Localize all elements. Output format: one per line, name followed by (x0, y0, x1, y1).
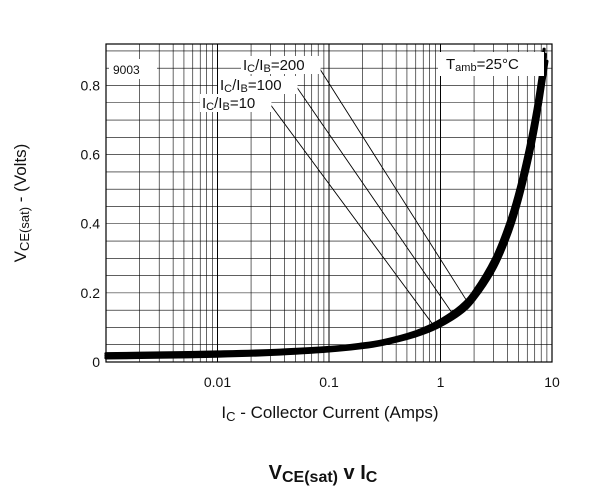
x-tick-labels: 0.01 0.1 1 10 (204, 374, 560, 390)
x-tick-label: 10 (544, 374, 560, 390)
series-leader-0 (269, 103, 436, 329)
chart-id: 9003 (113, 63, 140, 77)
x-tick-label: 0.01 (204, 374, 231, 390)
grid (105, 44, 553, 363)
y-axis-title: VCE(sat) - (Volts) (11, 144, 32, 263)
temperature-condition: Tamb=25°C (446, 56, 519, 74)
series-curve-0 (104, 59, 549, 360)
y-tick-label: 0 (92, 354, 100, 370)
series-curves (104, 47, 549, 360)
series-label-1: IC/IB=100 (220, 77, 282, 95)
x-tick-label: 1 (437, 374, 445, 390)
series-leader-lines (269, 65, 467, 329)
series-curve-1 (104, 52, 547, 358)
series-leader-1 (295, 85, 454, 315)
y-tick-label: 0.2 (81, 285, 101, 301)
series-leader-2 (317, 65, 467, 301)
x-axis-title: IC - Collector Current (Amps) (221, 403, 438, 424)
series-curve-2 (104, 47, 546, 356)
series-label-2: IC/IB=200 (243, 57, 305, 75)
plot-frame (105, 43, 553, 363)
y-tick-label: 0.6 (81, 147, 101, 163)
x-tick-label: 0.1 (319, 374, 339, 390)
chart-caption: VCE(sat) v IC (269, 462, 378, 486)
y-tick-label: 0.8 (81, 77, 101, 93)
y-tick-label: 0.4 (81, 216, 101, 232)
series-label-0: IC/IB=10 (202, 95, 255, 113)
y-tick-labels: 0 0.2 0.4 0.6 0.8 (81, 77, 101, 370)
